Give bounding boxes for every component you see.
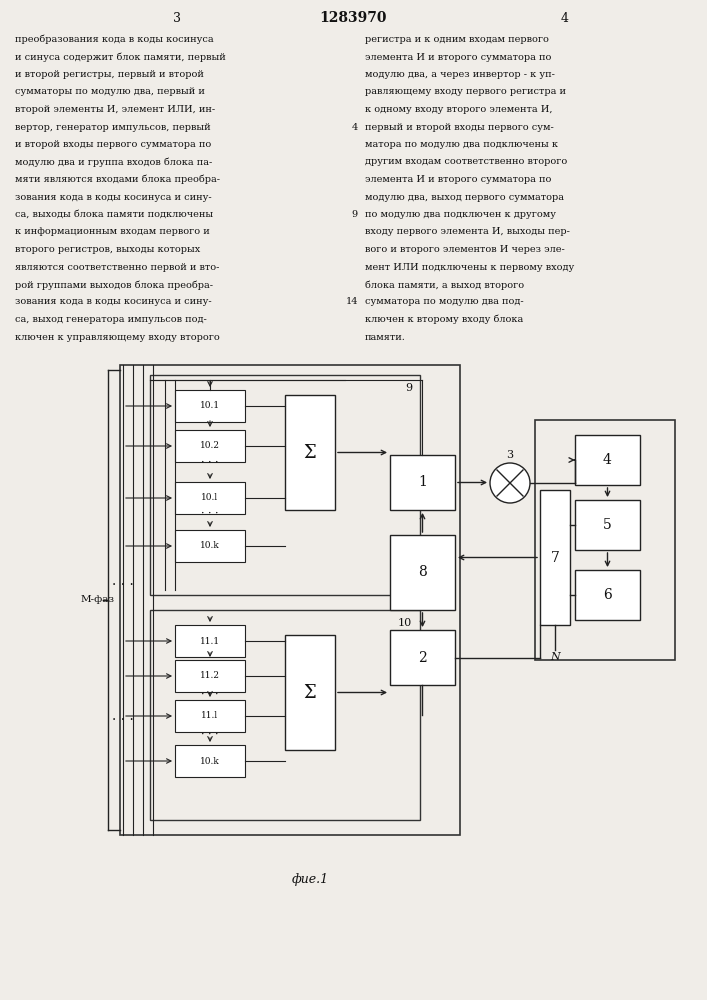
Text: первый и второй входы первого сум-: первый и второй входы первого сум- bbox=[365, 122, 554, 131]
Text: модулю два и группа входов блока па-: модулю два и группа входов блока па- bbox=[15, 157, 212, 167]
Text: 10: 10 bbox=[398, 618, 412, 628]
Text: второго регистров, выходы которых: второго регистров, выходы которых bbox=[15, 245, 200, 254]
Bar bbox=[175, 660, 245, 692]
Text: вого и второго элементов И через эле-: вого и второго элементов И через эле- bbox=[365, 245, 565, 254]
Text: зования кода в коды косинуса и сину-: зования кода в коды косинуса и сину- bbox=[15, 192, 211, 202]
Text: рой группами выходов блока преобра-: рой группами выходов блока преобра- bbox=[15, 280, 213, 290]
Text: 6: 6 bbox=[603, 588, 612, 602]
Text: ключен к управляющему входу второго: ключен к управляющему входу второго bbox=[15, 332, 220, 342]
Text: 5: 5 bbox=[603, 518, 612, 532]
Text: вертор, генератор импульсов, первый: вертор, генератор импульсов, первый bbox=[15, 122, 211, 131]
Text: са, выход генератора импульсов под-: са, выход генератора импульсов под- bbox=[15, 315, 206, 324]
Bar bbox=[120, 365, 460, 835]
Bar bbox=[390, 455, 455, 510]
Bar bbox=[150, 610, 420, 820]
Bar bbox=[175, 482, 245, 514]
Text: 14: 14 bbox=[346, 298, 358, 306]
Text: 11.1: 11.1 bbox=[200, 637, 220, 646]
Text: ключен к второму входу блока: ключен к второму входу блока bbox=[365, 315, 523, 324]
Text: модулю два, выход первого сумматора: модулю два, выход первого сумматора bbox=[365, 192, 564, 202]
Text: 4: 4 bbox=[603, 453, 612, 467]
Bar bbox=[390, 535, 455, 610]
Text: к одному входу второго элемента И,: к одному входу второго элемента И, bbox=[365, 105, 552, 114]
Text: са, выходы блока памяти подключены: са, выходы блока памяти подключены bbox=[15, 210, 213, 219]
Bar bbox=[175, 430, 245, 462]
Text: мент ИЛИ подключены к первому входу: мент ИЛИ подключены к первому входу bbox=[365, 262, 574, 271]
Text: элемента И и второго сумматора по: элемента И и второго сумматора по bbox=[365, 52, 551, 62]
Text: 7: 7 bbox=[551, 550, 559, 564]
Text: 2: 2 bbox=[418, 650, 427, 664]
Text: и синуса содержит блок памяти, первый: и синуса содержит блок памяти, первый bbox=[15, 52, 226, 62]
Bar bbox=[175, 390, 245, 422]
Text: другим входам соответственно второго: другим входам соответственно второго bbox=[365, 157, 567, 166]
Text: 11.2: 11.2 bbox=[200, 672, 220, 680]
Text: блока памяти, а выход второго: блока памяти, а выход второго bbox=[365, 280, 524, 290]
Text: 1: 1 bbox=[418, 476, 427, 489]
Text: · · ·: · · · bbox=[201, 509, 218, 519]
Text: регистра и к одним входам первого: регистра и к одним входам первого bbox=[365, 35, 549, 44]
Text: являются соответственно первой и вто-: являются соответственно первой и вто- bbox=[15, 262, 219, 271]
Bar bbox=[575, 435, 640, 485]
Text: Σ: Σ bbox=[303, 444, 316, 462]
Text: 10.2: 10.2 bbox=[200, 442, 220, 450]
Text: матора по модулю два подключены к: матора по модулю два подключены к bbox=[365, 140, 558, 149]
Bar bbox=[285, 635, 335, 750]
Bar bbox=[575, 570, 640, 620]
Text: · · ·: · · · bbox=[201, 690, 218, 700]
Text: входу первого элемента И, выходы пер-: входу первого элемента И, выходы пер- bbox=[365, 228, 570, 236]
Text: N: N bbox=[550, 652, 560, 662]
Text: Σ: Σ bbox=[303, 684, 316, 702]
Text: по модулю два подключен к другому: по модулю два подключен к другому bbox=[365, 210, 556, 219]
Text: 3: 3 bbox=[506, 450, 513, 460]
Text: к информационным входам первого и: к информационным входам первого и bbox=[15, 228, 210, 236]
Bar bbox=[285, 395, 335, 510]
Text: 9: 9 bbox=[405, 383, 412, 393]
Bar bbox=[175, 530, 245, 562]
Text: равляющему входу первого регистра и: равляющему входу первого регистра и bbox=[365, 88, 566, 97]
Bar bbox=[390, 630, 455, 685]
Bar bbox=[575, 500, 640, 550]
Bar bbox=[175, 745, 245, 777]
Text: 10.l: 10.l bbox=[201, 493, 218, 502]
Text: 11.l: 11.l bbox=[201, 712, 218, 720]
Text: сумматора по модулю два под-: сумматора по модулю два под- bbox=[365, 298, 524, 306]
Text: · · ·: · · · bbox=[201, 458, 218, 468]
Text: 4: 4 bbox=[352, 122, 358, 131]
Text: преобразования кода в коды косинуса: преобразования кода в коды косинуса bbox=[15, 35, 214, 44]
Text: памяти.: памяти. bbox=[365, 332, 406, 342]
Text: 10.k: 10.k bbox=[200, 542, 220, 550]
Text: сумматоры по модулю два, первый и: сумматоры по модулю два, первый и bbox=[15, 88, 205, 97]
Text: модулю два, а через инвертор - к уп-: модулю два, а через инвертор - к уп- bbox=[365, 70, 555, 79]
Bar bbox=[175, 700, 245, 732]
Text: 10.1: 10.1 bbox=[200, 401, 220, 410]
Bar bbox=[535, 420, 675, 660]
Text: фие.1: фие.1 bbox=[291, 874, 329, 886]
Text: мяти являются входами блока преобра-: мяти являются входами блока преобра- bbox=[15, 175, 220, 184]
Text: и второй регистры, первый и второй: и второй регистры, первый и второй bbox=[15, 70, 204, 79]
Circle shape bbox=[490, 463, 530, 503]
Text: M-фаз: M-фаз bbox=[81, 595, 115, 604]
Text: 3: 3 bbox=[173, 11, 181, 24]
Bar bbox=[150, 375, 420, 595]
Text: и второй входы первого сумматора по: и второй входы первого сумматора по bbox=[15, 140, 211, 149]
Text: · · ·: · · · bbox=[112, 713, 134, 727]
Text: зования кода в коды косинуса и сину-: зования кода в коды косинуса и сину- bbox=[15, 298, 211, 306]
Text: · · ·: · · · bbox=[201, 730, 218, 740]
Text: второй элементы И, элемент ИЛИ, ин-: второй элементы И, элемент ИЛИ, ин- bbox=[15, 105, 215, 114]
Bar bbox=[175, 625, 245, 657]
Text: 8: 8 bbox=[418, 566, 427, 580]
Text: 4: 4 bbox=[561, 11, 569, 24]
Text: 10.k: 10.k bbox=[200, 756, 220, 766]
Text: 9: 9 bbox=[352, 210, 358, 219]
Bar bbox=[540, 490, 570, 625]
Text: элемента И и второго сумматора по: элемента И и второго сумматора по bbox=[365, 175, 551, 184]
Text: · · ·: · · · bbox=[112, 578, 134, 592]
Text: 1283970: 1283970 bbox=[320, 11, 387, 25]
